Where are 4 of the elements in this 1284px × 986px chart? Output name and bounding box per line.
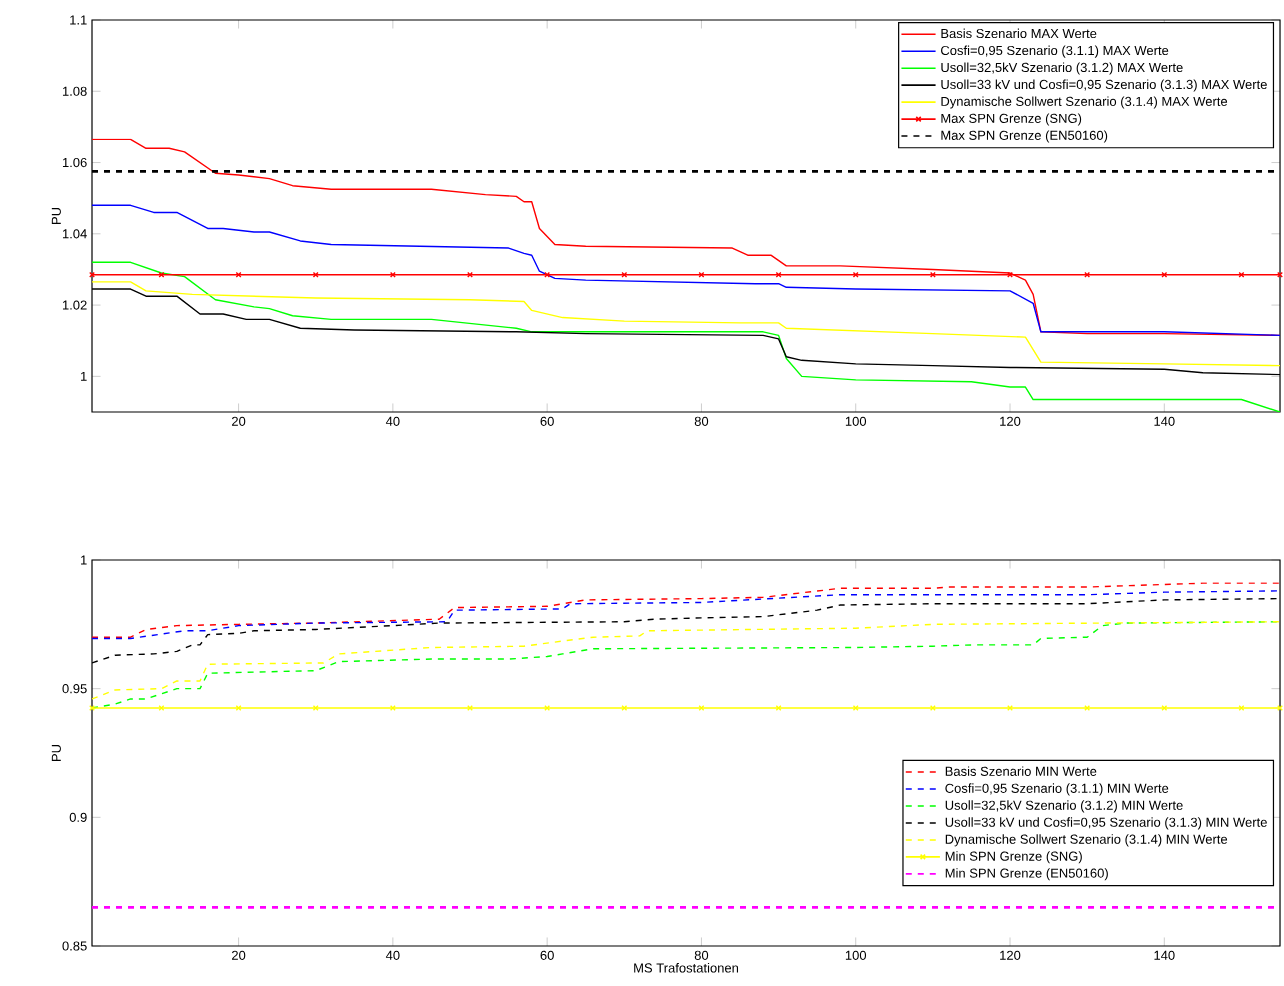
- line-series: [92, 590, 1281, 640]
- line-series: [92, 261, 1281, 412]
- line-series: [92, 204, 1281, 337]
- line-series: [92, 582, 1281, 638]
